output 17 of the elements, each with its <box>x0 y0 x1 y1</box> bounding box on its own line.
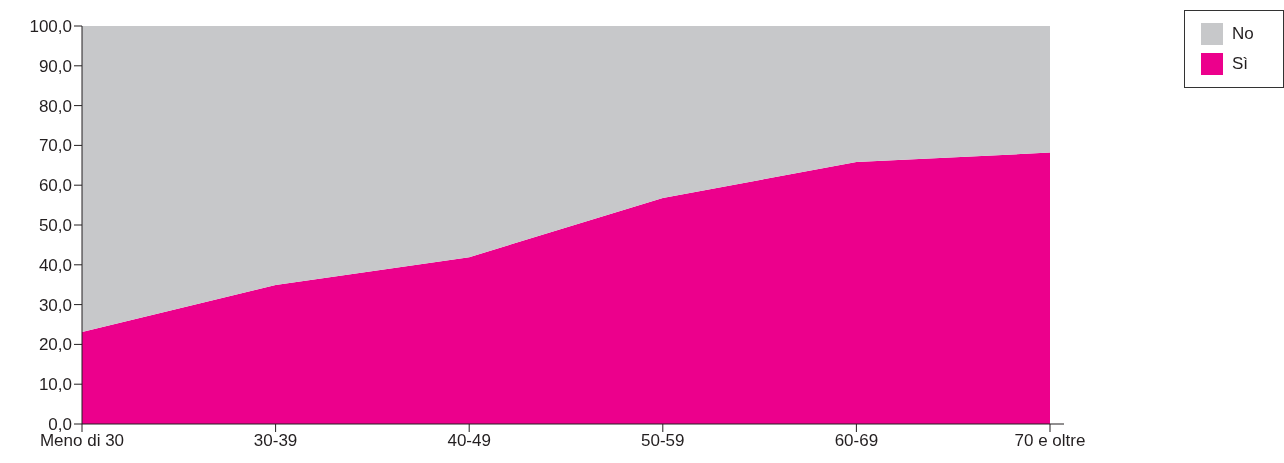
x-tick-label: 50-59 <box>641 431 685 451</box>
y-tick-label: 50,0 <box>38 216 72 236</box>
y-tick-label: 10,0 <box>38 375 72 395</box>
x-tick-label: 30-39 <box>253 431 298 451</box>
legend-label: No <box>1232 24 1254 44</box>
y-tick-label: 20,0 <box>38 335 72 355</box>
y-tick-label: 70,0 <box>38 136 72 156</box>
x-tick-label: 70 e oltre <box>1014 431 1086 451</box>
y-tick-label: 80,0 <box>38 96 72 116</box>
y-tick-label: 100,0 <box>29 17 72 37</box>
x-tick-label: 60-69 <box>834 431 879 451</box>
x-tick-label: 40-49 <box>447 431 491 451</box>
legend-label: Sì <box>1232 54 1249 74</box>
y-tick-label: 60,0 <box>38 176 72 196</box>
y-tick-label: 90,0 <box>38 56 72 76</box>
y-tick-label: 40,0 <box>38 255 72 275</box>
y-tick-label: 30,0 <box>38 295 72 315</box>
